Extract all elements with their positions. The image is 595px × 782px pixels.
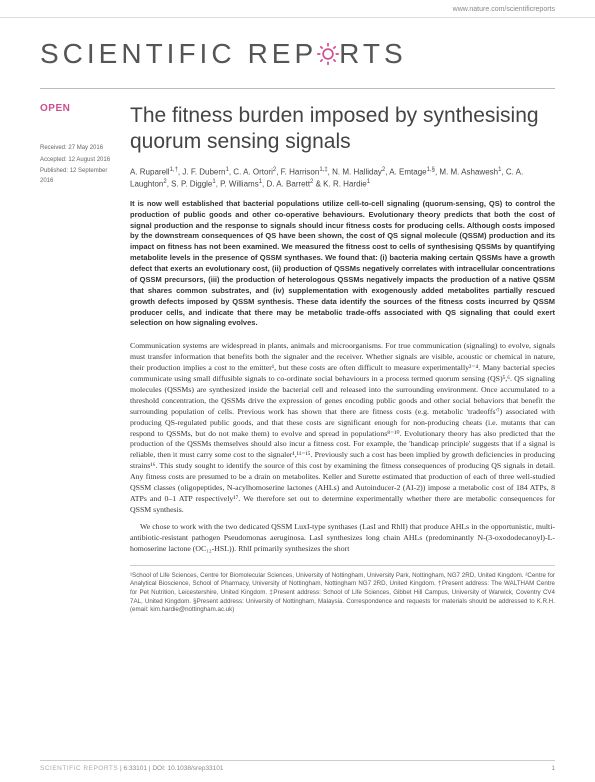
footer-page-number: 1	[551, 765, 555, 772]
journal-logo: SCIENTIFIC REP RTS	[0, 18, 595, 80]
received-label: Received:	[40, 145, 67, 151]
body-paragraph-1: Communication systems are widespread in …	[130, 341, 555, 516]
article-content: The fitness burden imposed by synthesisi…	[130, 103, 555, 615]
sidebar: OPEN Received: 27 May 2016 Accepted: 12 …	[40, 103, 130, 615]
accepted-label: Accepted:	[40, 157, 67, 163]
author-list: A. Ruparell1,†, J. F. Dubern1, C. A. Ort…	[130, 166, 555, 191]
accepted-date: 12 August 2016	[68, 157, 110, 163]
published-label: Published:	[40, 168, 68, 174]
article-title: The fitness burden imposed by synthesisi…	[130, 103, 555, 156]
page-footer: SCIENTIFIC REPORTS | 6:33101 | DOI: 10.1…	[40, 760, 555, 772]
logo-text-rts: RTS	[339, 38, 407, 70]
abstract: It is now well established that bacteria…	[130, 199, 555, 330]
url-bar: www.nature.com/scientificreports	[0, 0, 595, 18]
logo-text-before: SCIENTIFIC	[40, 38, 236, 70]
footer-citation: | 6:33101 | DOI: 10.1038/srep33101	[118, 765, 223, 772]
received-date: 27 May 2016	[68, 145, 103, 151]
main-content: OPEN Received: 27 May 2016 Accepted: 12 …	[0, 89, 595, 615]
footer-journal: SCIENTIFIC REPORTS	[40, 765, 118, 772]
body-paragraph-2: We chose to work with the two dedicated …	[130, 522, 555, 555]
date-block: Received: 27 May 2016 Accepted: 12 Augus…	[40, 144, 118, 186]
open-access-badge: OPEN	[40, 103, 118, 114]
affiliations: ¹School of Life Sciences, Centre for Bio…	[130, 565, 555, 615]
logo-text-rep: REP	[248, 38, 318, 70]
gear-icon	[315, 41, 341, 67]
